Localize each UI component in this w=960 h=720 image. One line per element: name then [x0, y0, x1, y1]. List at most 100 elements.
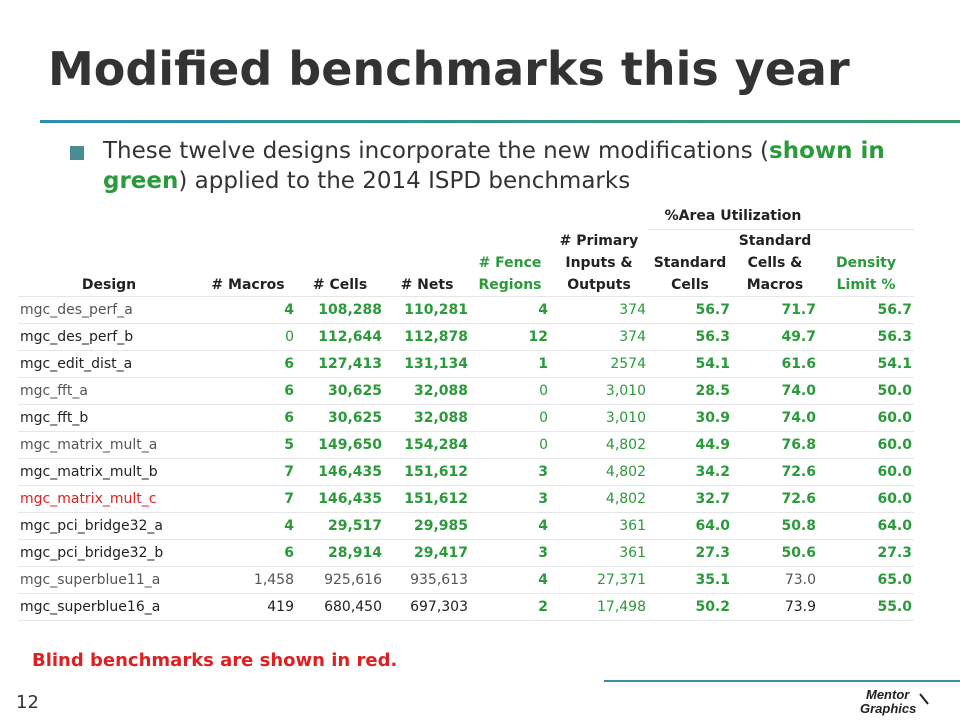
cell-stdmac: 73.9 [732, 593, 818, 621]
col-macros: # Macros [200, 229, 296, 297]
cell-nets: 935,613 [384, 566, 470, 594]
cell-stdmac: 74.0 [732, 404, 818, 432]
cell-macros: 5 [200, 431, 296, 459]
cell-std: 30.9 [648, 404, 732, 432]
cell-fence: 3 [470, 539, 550, 567]
cell-io: 27,371 [550, 566, 648, 594]
col-standard-cells: Standard Cells [648, 229, 732, 297]
cell-nets: 29,417 [384, 539, 470, 567]
cell-std: 28.5 [648, 377, 732, 405]
cell-design: mgc_matrix_mult_a [18, 431, 200, 459]
cell-density: 65.0 [818, 566, 914, 594]
table-row: mgc_superblue11_a 1,458 925,616 935,613 … [18, 566, 914, 594]
cell-macros: 7 [200, 458, 296, 486]
cell-cells: 108,288 [296, 296, 384, 324]
cell-fence: 2 [470, 593, 550, 621]
cell-nets: 151,612 [384, 485, 470, 513]
cell-std: 64.0 [648, 512, 732, 540]
cell-density: 60.0 [818, 485, 914, 513]
cell-design: mgc_matrix_mult_b [18, 458, 200, 486]
subtitle-green-text: shown in green [103, 138, 885, 194]
cell-io: 361 [550, 512, 648, 540]
cell-density: 56.3 [818, 323, 914, 351]
cell-stdmac: 50.6 [732, 539, 818, 567]
cell-std: 54.1 [648, 350, 732, 378]
area-utilization-header: %Area Utilization [648, 203, 818, 230]
cell-density: 50.0 [818, 377, 914, 405]
col-fence-regions: # Fence Regions [470, 229, 550, 297]
cell-std: 56.3 [648, 323, 732, 351]
title-rule [40, 120, 960, 123]
cell-nets: 112,878 [384, 323, 470, 351]
col-nets: # Nets [384, 229, 470, 297]
cell-fence: 3 [470, 485, 550, 513]
cell-fence: 0 [470, 431, 550, 459]
cell-io: 4,802 [550, 485, 648, 513]
slide-title: Modified benchmarks this year [48, 42, 850, 96]
cell-std: 32.7 [648, 485, 732, 513]
cell-io: 4,802 [550, 431, 648, 459]
cell-design: mgc_edit_dist_a [18, 350, 200, 378]
cell-density: 64.0 [818, 512, 914, 540]
cell-nets: 29,985 [384, 512, 470, 540]
cell-nets: 32,088 [384, 404, 470, 432]
cell-design: mgc_pci_bridge32_b [18, 539, 200, 567]
cell-fence: 4 [470, 296, 550, 324]
cell-density: 27.3 [818, 539, 914, 567]
cell-density: 56.7 [818, 296, 914, 324]
cell-io: 374 [550, 323, 648, 351]
cell-cells: 680,450 [296, 593, 384, 621]
col-design: Design [18, 229, 200, 297]
col-standard-cells-macros: Standard Cells & Macros [732, 229, 818, 297]
cell-fence: 0 [470, 377, 550, 405]
table-row: mgc_pci_bridge32_a 4 29,517 29,985 4 361… [18, 512, 914, 540]
col-primary-io: # Primary Inputs & Outputs [550, 229, 648, 297]
top-bar [0, 0, 960, 12]
cell-fence: 1 [470, 350, 550, 378]
table-group-header-row: %Area Utilization [18, 203, 914, 230]
cell-cells: 146,435 [296, 458, 384, 486]
cell-std: 27.3 [648, 539, 732, 567]
cell-std: 35.1 [648, 566, 732, 594]
cell-macros: 6 [200, 377, 296, 405]
table-row: mgc_matrix_mult_c 7 146,435 151,612 3 4,… [18, 485, 914, 513]
cell-design: mgc_des_perf_b [18, 323, 200, 351]
table-row: mgc_superblue16_a 419 680,450 697,303 2 … [18, 593, 914, 621]
cell-density: 60.0 [818, 431, 914, 459]
table-row: mgc_pci_bridge32_b 6 28,914 29,417 3 361… [18, 539, 914, 567]
col-cells: # Cells [296, 229, 384, 297]
table-row: mgc_matrix_mult_a 5 149,650 154,284 0 4,… [18, 431, 914, 459]
cell-design: mgc_fft_a [18, 377, 200, 405]
cell-stdmac: 74.0 [732, 377, 818, 405]
cell-io: 17,498 [550, 593, 648, 621]
cell-fence: 3 [470, 458, 550, 486]
subtitle-text-1: These twelve designs incorporate the new… [103, 138, 770, 164]
blind-benchmarks-note: Blind benchmarks are shown in red. [32, 650, 398, 671]
cell-macros: 4 [200, 512, 296, 540]
cell-stdmac: 71.7 [732, 296, 818, 324]
cell-macros: 419 [200, 593, 296, 621]
bullet-square-icon [70, 146, 84, 160]
cell-density: 55.0 [818, 593, 914, 621]
cell-nets: 154,284 [384, 431, 470, 459]
cell-cells: 925,616 [296, 566, 384, 594]
cell-cells: 30,625 [296, 377, 384, 405]
cell-stdmac: 50.8 [732, 512, 818, 540]
svg-text:Graphics: Graphics [860, 701, 916, 716]
cell-cells: 30,625 [296, 404, 384, 432]
cell-io: 374 [550, 296, 648, 324]
cell-macros: 1,458 [200, 566, 296, 594]
benchmark-table: %Area Utilization Design # Macros # Cell… [18, 203, 914, 621]
cell-density: 54.1 [818, 350, 914, 378]
table-row: mgc_fft_b 6 30,625 32,088 0 3,010 30.9 7… [18, 404, 914, 432]
cell-macros: 7 [200, 485, 296, 513]
cell-nets: 32,088 [384, 377, 470, 405]
bottom-rule [604, 680, 960, 682]
cell-std: 44.9 [648, 431, 732, 459]
table-header-row: Design # Macros # Cells # Nets # Fence R… [18, 229, 914, 297]
mentor-graphics-logo: Mentor Graphics [860, 687, 929, 716]
cell-nets: 110,281 [384, 296, 470, 324]
svg-text:Mentor: Mentor [866, 687, 910, 702]
cell-cells: 29,517 [296, 512, 384, 540]
subtitle-text-2: ) applied to the 2014 ISPD benchmarks [178, 168, 631, 194]
